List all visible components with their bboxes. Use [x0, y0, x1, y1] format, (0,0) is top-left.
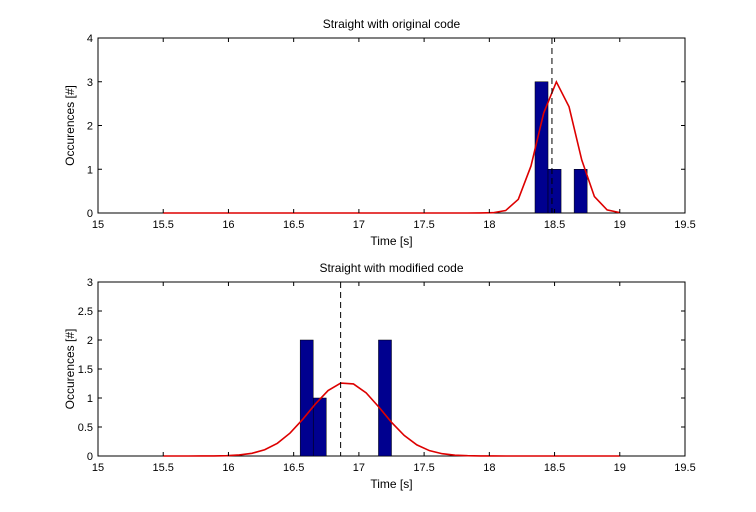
x-tick-label: 19.5	[674, 219, 695, 231]
x-tick-label: 17	[353, 219, 365, 231]
x-tick-label: 18.5	[544, 219, 565, 231]
x-tick-label: 15.5	[153, 462, 174, 474]
x-tick-label: 18	[483, 219, 495, 231]
y-tick-label: 1.5	[78, 364, 93, 376]
x-tick-label: 19	[614, 462, 626, 474]
histogram-bar	[299, 339, 314, 457]
histogram-bar	[312, 397, 327, 457]
y-tick-label: 1	[87, 393, 93, 405]
x-tick-label: 17.5	[413, 462, 434, 474]
top-subplot: 15 15.5 16 16.5 17 17.5 18 18.5 19 19.5 0 1 2 3 4 Strai…	[63, 17, 696, 248]
y-tick-label: 3	[87, 277, 93, 289]
chart-title: Straight with original code	[323, 17, 461, 31]
x-tick-label: 16.5	[283, 462, 304, 474]
x-tick-label: 18	[483, 462, 495, 474]
bottom-subplot: 15 15.5 16 16.5 17 17.5 18 18.5 19 19.5 0 0.5 1 1.5 2 2…	[63, 261, 696, 491]
y-tick-label: 1	[87, 164, 93, 176]
x-tick-label: 19.5	[674, 462, 695, 474]
y-axis-label: Occurences [#]	[63, 85, 77, 166]
y-tick-label: 0	[87, 451, 93, 463]
y-tick-label: 2	[87, 121, 93, 133]
x-tick-label: 18.5	[544, 462, 565, 474]
y-tick-label: 0.5	[78, 422, 93, 434]
y-tick-label: 2	[87, 335, 93, 347]
x-tick-label: 17	[353, 462, 365, 474]
y-tick-label: 3	[87, 77, 93, 89]
x-tick-label: 19	[614, 219, 626, 231]
y-axis-label: Occurences [#]	[63, 329, 77, 410]
x-axis-label: Time [s]	[370, 234, 412, 248]
histogram-bar	[378, 339, 392, 457]
fit-curve-line	[163, 79, 620, 214]
x-tick-label: 15	[92, 462, 104, 474]
x-tick-label: 16	[222, 462, 234, 474]
x-tick-label: 15.5	[153, 219, 174, 231]
x-axis-label: Time [s]	[370, 477, 412, 491]
y-tick-label: 4	[87, 33, 93, 45]
x-tick-label: 17.5	[413, 219, 434, 231]
histogram-bar	[573, 169, 588, 214]
y-tick-label: 0	[87, 208, 93, 220]
histogram-bar	[547, 169, 562, 214]
fit-curve-line	[163, 382, 620, 457]
x-tick-label: 16.5	[283, 219, 304, 231]
x-tick-label: 16	[222, 219, 234, 231]
histogram-bar	[534, 81, 549, 214]
axes-frame	[97, 37, 686, 214]
chart-title: Straight with modified code	[319, 261, 463, 275]
x-tick-label: 15	[92, 219, 104, 231]
y-tick-label: 2.5	[78, 306, 93, 318]
